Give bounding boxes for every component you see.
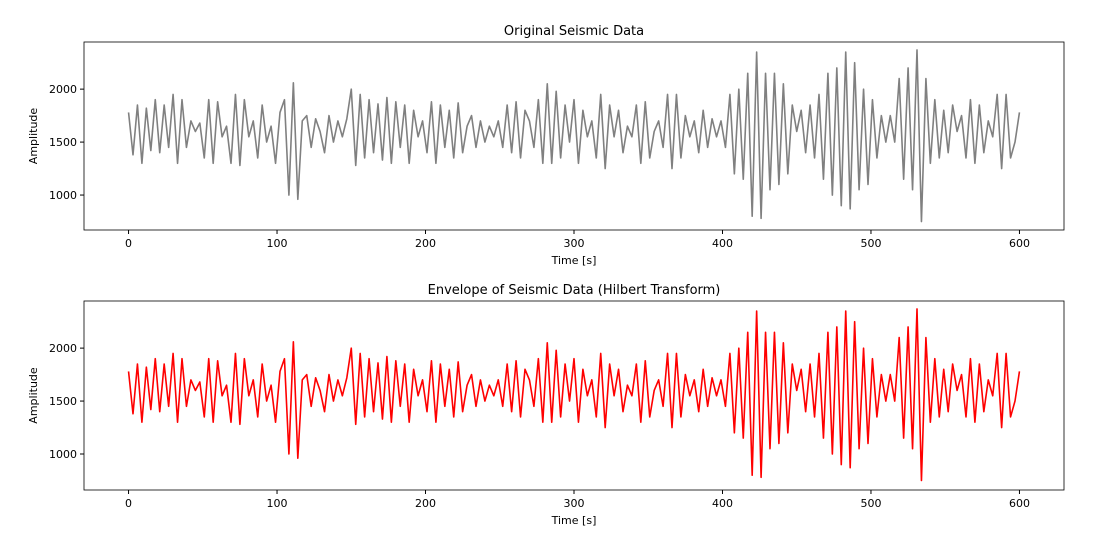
x-tick-label: 200 [415,497,436,510]
x-tick-label: 300 [564,237,585,250]
x-tick-label: 400 [712,497,733,510]
x-axis-label: Time [s] [551,254,597,267]
x-axis-label: Time [s] [551,514,597,527]
data-line [127,49,1021,223]
x-tick-label: 600 [1009,237,1030,250]
y-axis-label: Amplitude [27,108,40,165]
y-tick-label: 1000 [49,448,77,461]
y-tick-label: 1000 [49,189,77,202]
chart-title: Original Seismic Data [504,24,644,39]
data-line [127,308,1021,482]
y-tick-label: 1500 [49,395,77,408]
y-tick-label: 2000 [49,342,77,355]
x-tick-label: 300 [564,497,585,510]
x-tick-label: 600 [1009,497,1030,510]
x-tick-label: 500 [860,497,881,510]
y-tick-label: 2000 [49,83,77,96]
x-tick-label: 100 [267,497,288,510]
y-axis-label: Amplitude [27,367,40,424]
x-tick-label: 0 [125,237,132,250]
y-tick-label: 1500 [49,136,77,149]
x-tick-label: 400 [712,237,733,250]
x-tick-label: 200 [415,237,436,250]
x-tick-label: 500 [860,237,881,250]
plot-frame [83,41,1065,231]
chart-title: Envelope of Seismic Data (Hilbert Transf… [428,283,721,298]
plot-frame [83,300,1065,491]
x-tick-label: 100 [267,237,288,250]
x-tick-label: 0 [125,497,132,510]
